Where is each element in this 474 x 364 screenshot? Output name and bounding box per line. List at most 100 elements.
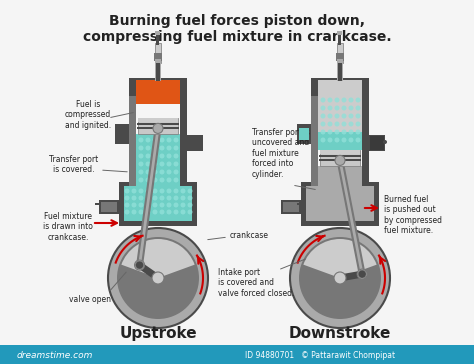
Bar (155, 59, 161, 81)
Circle shape (159, 138, 164, 142)
Circle shape (328, 106, 332, 111)
Bar (337, 43, 343, 63)
Bar (301, 182, 379, 226)
Circle shape (356, 98, 361, 103)
Circle shape (153, 210, 157, 214)
Circle shape (173, 138, 179, 142)
Circle shape (348, 106, 354, 111)
Circle shape (328, 138, 332, 142)
Circle shape (131, 210, 137, 214)
Circle shape (159, 210, 164, 214)
Bar (115, 123, 129, 143)
Circle shape (334, 272, 346, 284)
Circle shape (131, 195, 137, 201)
Circle shape (357, 269, 367, 279)
Circle shape (153, 202, 157, 207)
Bar (337, 59, 343, 81)
Circle shape (125, 202, 129, 207)
Circle shape (320, 138, 326, 142)
Circle shape (153, 189, 157, 194)
Bar (156, 63, 160, 81)
Bar (318, 80, 362, 132)
Text: Fuel mixture
is drawn into
crankcase.: Fuel mixture is drawn into crankcase. (43, 212, 93, 242)
Bar (119, 182, 197, 226)
Text: compressing fuel mixture in crankcase.: compressing fuel mixture in crankcase. (82, 30, 392, 44)
Text: dreamstime.com: dreamstime.com (17, 351, 93, 360)
Bar (318, 166, 362, 186)
Bar (281, 200, 301, 214)
Circle shape (135, 260, 145, 270)
Circle shape (117, 237, 199, 319)
Circle shape (159, 195, 164, 201)
Circle shape (188, 210, 192, 214)
Circle shape (348, 122, 354, 127)
Circle shape (166, 138, 172, 142)
Bar (99, 200, 119, 214)
Bar (137, 123, 179, 125)
Bar (283, 202, 299, 212)
Bar (155, 43, 161, 63)
Circle shape (138, 154, 144, 158)
Circle shape (153, 170, 157, 174)
Circle shape (335, 130, 339, 135)
Circle shape (159, 162, 164, 166)
Circle shape (166, 170, 172, 174)
Text: Fuel is
compressed
and ignited.: Fuel is compressed and ignited. (65, 100, 111, 130)
Bar (156, 33, 159, 45)
Circle shape (153, 138, 157, 142)
Circle shape (146, 195, 151, 201)
Bar (136, 134, 180, 186)
Circle shape (290, 228, 390, 328)
Circle shape (173, 189, 179, 194)
Circle shape (173, 195, 179, 201)
Bar (318, 96, 362, 150)
Bar (136, 80, 180, 104)
Bar (155, 31, 161, 35)
Bar (137, 127, 179, 129)
Circle shape (131, 189, 137, 194)
Text: Transfer port
is covered.: Transfer port is covered. (49, 155, 99, 174)
Circle shape (138, 170, 144, 174)
Bar (306, 186, 374, 221)
Circle shape (125, 210, 129, 214)
Circle shape (153, 154, 157, 158)
Circle shape (356, 130, 361, 135)
Circle shape (173, 146, 179, 150)
Circle shape (341, 138, 346, 142)
Circle shape (335, 138, 339, 142)
Circle shape (138, 195, 144, 201)
Bar (370, 136, 384, 150)
Circle shape (328, 98, 332, 103)
Bar (138, 118, 178, 134)
Circle shape (335, 114, 339, 119)
Circle shape (341, 114, 346, 119)
Text: Downstroke: Downstroke (289, 326, 391, 341)
Wedge shape (303, 239, 377, 278)
Circle shape (348, 138, 354, 142)
Circle shape (383, 140, 387, 144)
Circle shape (153, 178, 157, 182)
Circle shape (131, 202, 137, 207)
Circle shape (159, 154, 164, 158)
Bar (369, 135, 385, 151)
Circle shape (320, 106, 326, 111)
Wedge shape (121, 239, 195, 278)
Circle shape (166, 178, 172, 182)
Circle shape (159, 170, 164, 174)
Bar (187, 135, 203, 151)
Circle shape (358, 270, 366, 278)
Bar (320, 150, 360, 166)
Circle shape (188, 202, 192, 207)
Text: valve open: valve open (69, 295, 111, 304)
Circle shape (181, 210, 185, 214)
Circle shape (341, 98, 346, 103)
Circle shape (136, 261, 144, 269)
Circle shape (328, 130, 332, 135)
Circle shape (153, 195, 157, 201)
Circle shape (181, 195, 185, 201)
Circle shape (173, 210, 179, 214)
Circle shape (166, 189, 172, 194)
Bar (95, 203, 101, 205)
Bar (320, 150, 360, 154)
Bar (338, 33, 341, 45)
